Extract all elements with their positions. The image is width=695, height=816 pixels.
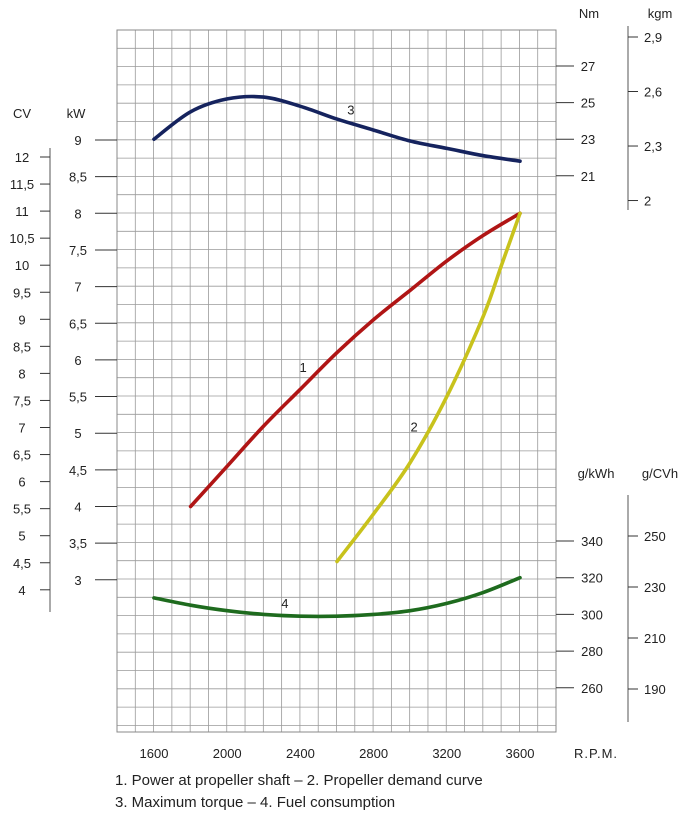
chart-series bbox=[152, 94, 522, 619]
kw-tick-label: 8,5 bbox=[69, 170, 87, 185]
kgm-axis-label: kgm bbox=[648, 6, 673, 21]
gkwh-tick-label: 340 bbox=[581, 534, 603, 549]
kw-tick-label: 3 bbox=[74, 573, 81, 588]
kgm-tick-label: 2,9 bbox=[644, 30, 662, 45]
kw-tick-label: 7 bbox=[74, 280, 81, 295]
kw-tick-label: 5,5 bbox=[69, 390, 87, 405]
cv-tick-label: 4 bbox=[18, 583, 25, 598]
cv-tick-label: 10,5 bbox=[9, 231, 34, 246]
x-tick-label: 1600 bbox=[140, 746, 169, 761]
kw-tick-label: 6 bbox=[74, 353, 81, 368]
x-axis-unit: R.P.M. bbox=[574, 746, 618, 761]
series-2-line bbox=[335, 211, 522, 564]
x-tick-label: 2800 bbox=[359, 746, 388, 761]
cv-tick-label: 4,5 bbox=[13, 556, 31, 571]
kgm-tick-label: 2,3 bbox=[644, 139, 662, 154]
kgm-tick-label: 2 bbox=[644, 194, 651, 209]
kw-tick-label: 3,5 bbox=[69, 536, 87, 551]
cv-tick-label: 6 bbox=[18, 475, 25, 490]
legend-line-1: 1. Power at propeller shaft – 2. Propell… bbox=[115, 772, 483, 789]
cv-tick-label: 8,5 bbox=[13, 339, 31, 354]
kw-tick-label: 4,5 bbox=[69, 463, 87, 478]
cv-tick-label: 8 bbox=[18, 366, 25, 381]
gkwh-tick-label: 280 bbox=[581, 644, 603, 659]
gcvh-axis-label: g/CVh bbox=[642, 466, 678, 481]
series-4-label: 4 bbox=[281, 596, 288, 611]
cv-tick-label: 11,5 bbox=[10, 177, 34, 192]
plot-frame bbox=[116, 29, 557, 733]
x-tick-label: 3200 bbox=[432, 746, 461, 761]
kw-axis-label: kW bbox=[67, 106, 87, 121]
chart-labels: 1 2 3 4 bbox=[281, 103, 417, 611]
series-1-label: 1 bbox=[300, 360, 307, 375]
gcvh-tick-label: 190 bbox=[644, 682, 666, 697]
cv-tick-label: 6,5 bbox=[13, 448, 31, 463]
cv-tick-label: 9 bbox=[18, 312, 25, 327]
nm-tick-label: 21 bbox=[581, 169, 595, 184]
series-4-line bbox=[152, 575, 522, 619]
gkwh-axis-label: g/kWh bbox=[578, 466, 615, 481]
kw-tick-label: 7,5 bbox=[69, 243, 87, 258]
cv-tick-label: 7,5 bbox=[13, 393, 31, 408]
gkwh-tick-label: 320 bbox=[581, 571, 603, 586]
legend-line-2: 3. Maximum torque – 4. Fuel consumption bbox=[115, 794, 395, 811]
cv-tick-label: 10 bbox=[15, 258, 29, 273]
gcvh-tick-label: 250 bbox=[644, 529, 666, 544]
cv-tick-label: 9,5 bbox=[13, 285, 31, 300]
nm-axis-label: Nm bbox=[579, 6, 599, 21]
series-3-line bbox=[152, 94, 522, 163]
chart-grid bbox=[116, 29, 557, 733]
nm-tick-label: 25 bbox=[581, 96, 595, 111]
gkwh-tick-label: 260 bbox=[581, 681, 603, 696]
gcvh-tick-label: 210 bbox=[644, 631, 666, 646]
x-tick-label: 3600 bbox=[506, 746, 535, 761]
series-2-label: 2 bbox=[411, 420, 418, 435]
kw-tick-label: 6,5 bbox=[69, 316, 87, 331]
x-tick-label: 2400 bbox=[286, 746, 315, 761]
kw-tick-label: 8 bbox=[74, 206, 81, 221]
kw-tick-label: 4 bbox=[74, 500, 81, 515]
cv-tick-label: 5 bbox=[18, 529, 25, 544]
kgm-tick-label: 2,6 bbox=[644, 85, 662, 100]
nm-tick-label: 27 bbox=[581, 59, 595, 74]
cv-axis-label: CV bbox=[13, 106, 31, 121]
chart-axes: 1600 2000 2400 2800 3200 3600 R.P.M. kW 9 8,5 8 7,5… bbox=[9, 6, 678, 761]
cv-tick-label: 12 bbox=[15, 150, 29, 165]
x-tick-label: 2000 bbox=[213, 746, 242, 761]
series-3-label: 3 bbox=[347, 103, 354, 118]
kw-tick-label: 5 bbox=[74, 426, 81, 441]
nm-tick-label: 23 bbox=[581, 132, 595, 147]
gkwh-tick-label: 300 bbox=[581, 607, 603, 622]
gcvh-tick-label: 230 bbox=[644, 580, 666, 595]
series-1-line bbox=[188, 211, 522, 509]
kw-tick-label: 9 bbox=[74, 133, 81, 148]
cv-tick-label: 7 bbox=[18, 421, 25, 436]
cv-tick-label: 11 bbox=[15, 204, 29, 219]
cv-tick-label: 5,5 bbox=[13, 502, 31, 517]
